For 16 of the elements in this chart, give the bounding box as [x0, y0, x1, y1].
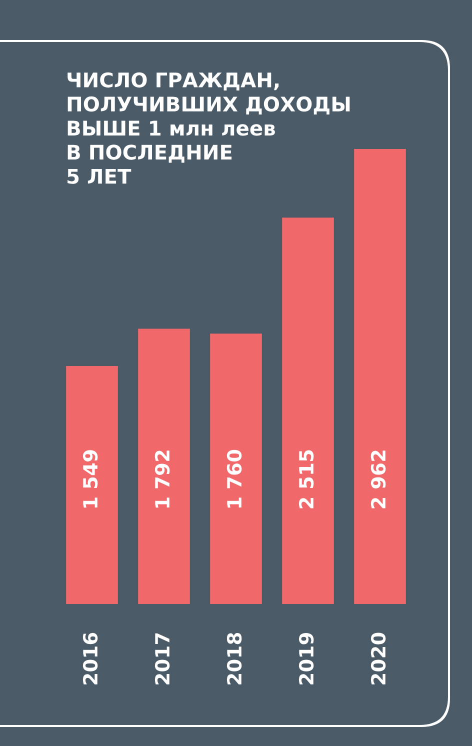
data-label: 1 792 [154, 450, 170, 508]
bar [138, 328, 190, 604]
bar [66, 366, 118, 604]
data-label: 1 549 [82, 450, 98, 508]
x-tick-label: 2016 [82, 632, 98, 684]
bar [354, 149, 406, 604]
data-label: 2 962 [370, 450, 386, 508]
x-tick-label: 2020 [370, 632, 386, 684]
x-tick-label: 2017 [154, 633, 170, 684]
x-tick-label: 2019 [298, 633, 314, 684]
chart-title: ЧИСЛО ГРАЖДАН, ПОЛУЧИВШИХ ДОХОДЫ ВЫШЕ 1 млн леев В ПОСЛЕДНИЕ 5 ЛЕТ [68, 72, 350, 184]
data-label: 2 515 [298, 450, 314, 508]
bar [210, 334, 262, 604]
x-tick-label: 2018 [226, 632, 242, 684]
bar [282, 218, 334, 604]
data-label: 1 760 [226, 450, 242, 508]
